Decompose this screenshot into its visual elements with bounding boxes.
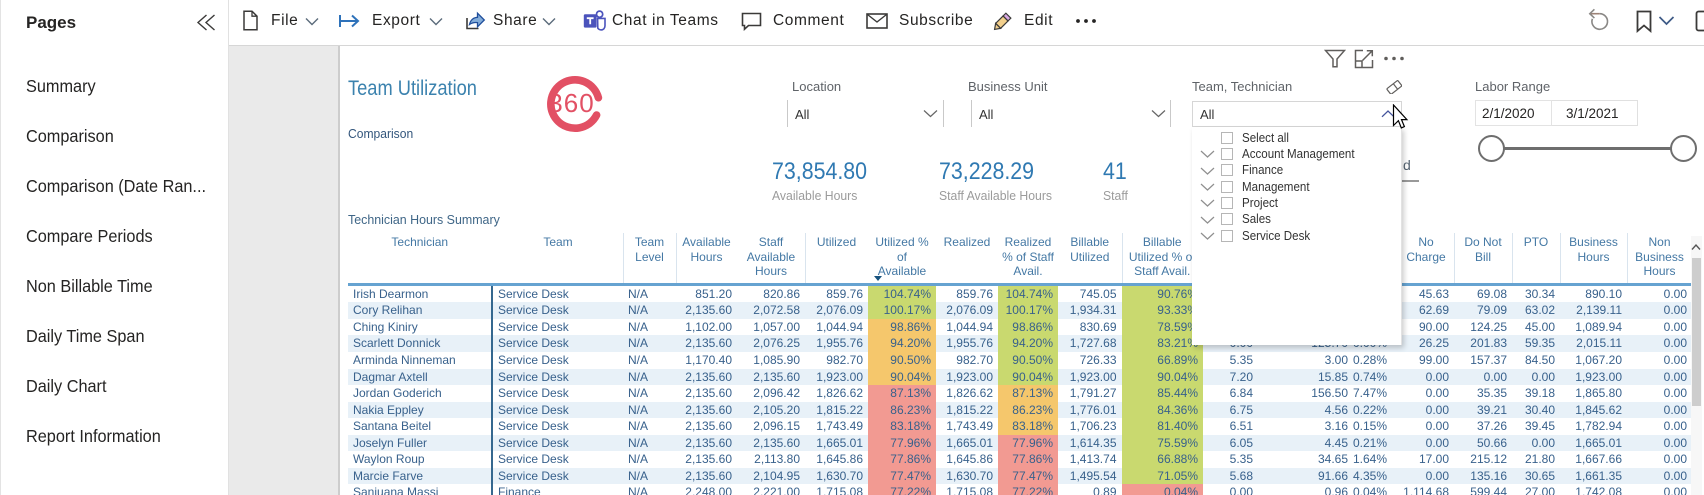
svg-text:360: 360 [548, 88, 594, 118]
